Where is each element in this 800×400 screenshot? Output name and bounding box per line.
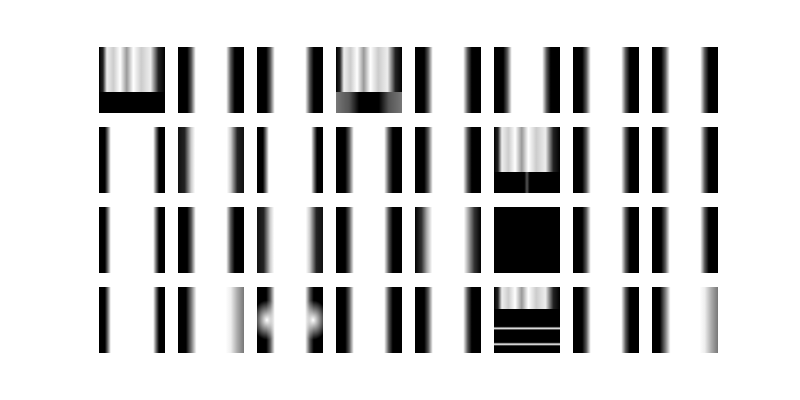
filter-tile — [573, 47, 639, 113]
filter-tile — [257, 47, 323, 113]
filter-tile — [652, 47, 718, 113]
filter-tile — [178, 127, 244, 193]
filter-tile — [494, 47, 560, 113]
filter-tile — [336, 207, 402, 273]
filter-tile — [415, 287, 481, 353]
filter-tile — [178, 287, 244, 353]
filter-tile — [494, 207, 560, 273]
filter-tile — [257, 127, 323, 193]
filter-tile — [415, 207, 481, 273]
filter-tile — [178, 47, 244, 113]
filter-tile — [494, 287, 560, 353]
filter-tile — [336, 287, 402, 353]
filter-grid — [99, 47, 720, 355]
filter-tile — [415, 47, 481, 113]
filter-tile — [99, 207, 165, 273]
filter-tile — [257, 207, 323, 273]
filter-tile — [336, 127, 402, 193]
filter-tile — [178, 207, 244, 273]
filter-tile — [652, 127, 718, 193]
filter-tile — [652, 207, 718, 273]
filter-tile — [494, 127, 560, 193]
filter-tile — [573, 207, 639, 273]
filter-tile — [99, 47, 165, 113]
filter-tile — [99, 287, 165, 353]
filter-tile — [573, 127, 639, 193]
filter-tile — [257, 287, 323, 353]
filter-tile — [415, 127, 481, 193]
filter-tile — [336, 47, 402, 113]
filter-tile — [573, 287, 639, 353]
filter-tile — [99, 127, 165, 193]
filter-tile — [652, 287, 718, 353]
